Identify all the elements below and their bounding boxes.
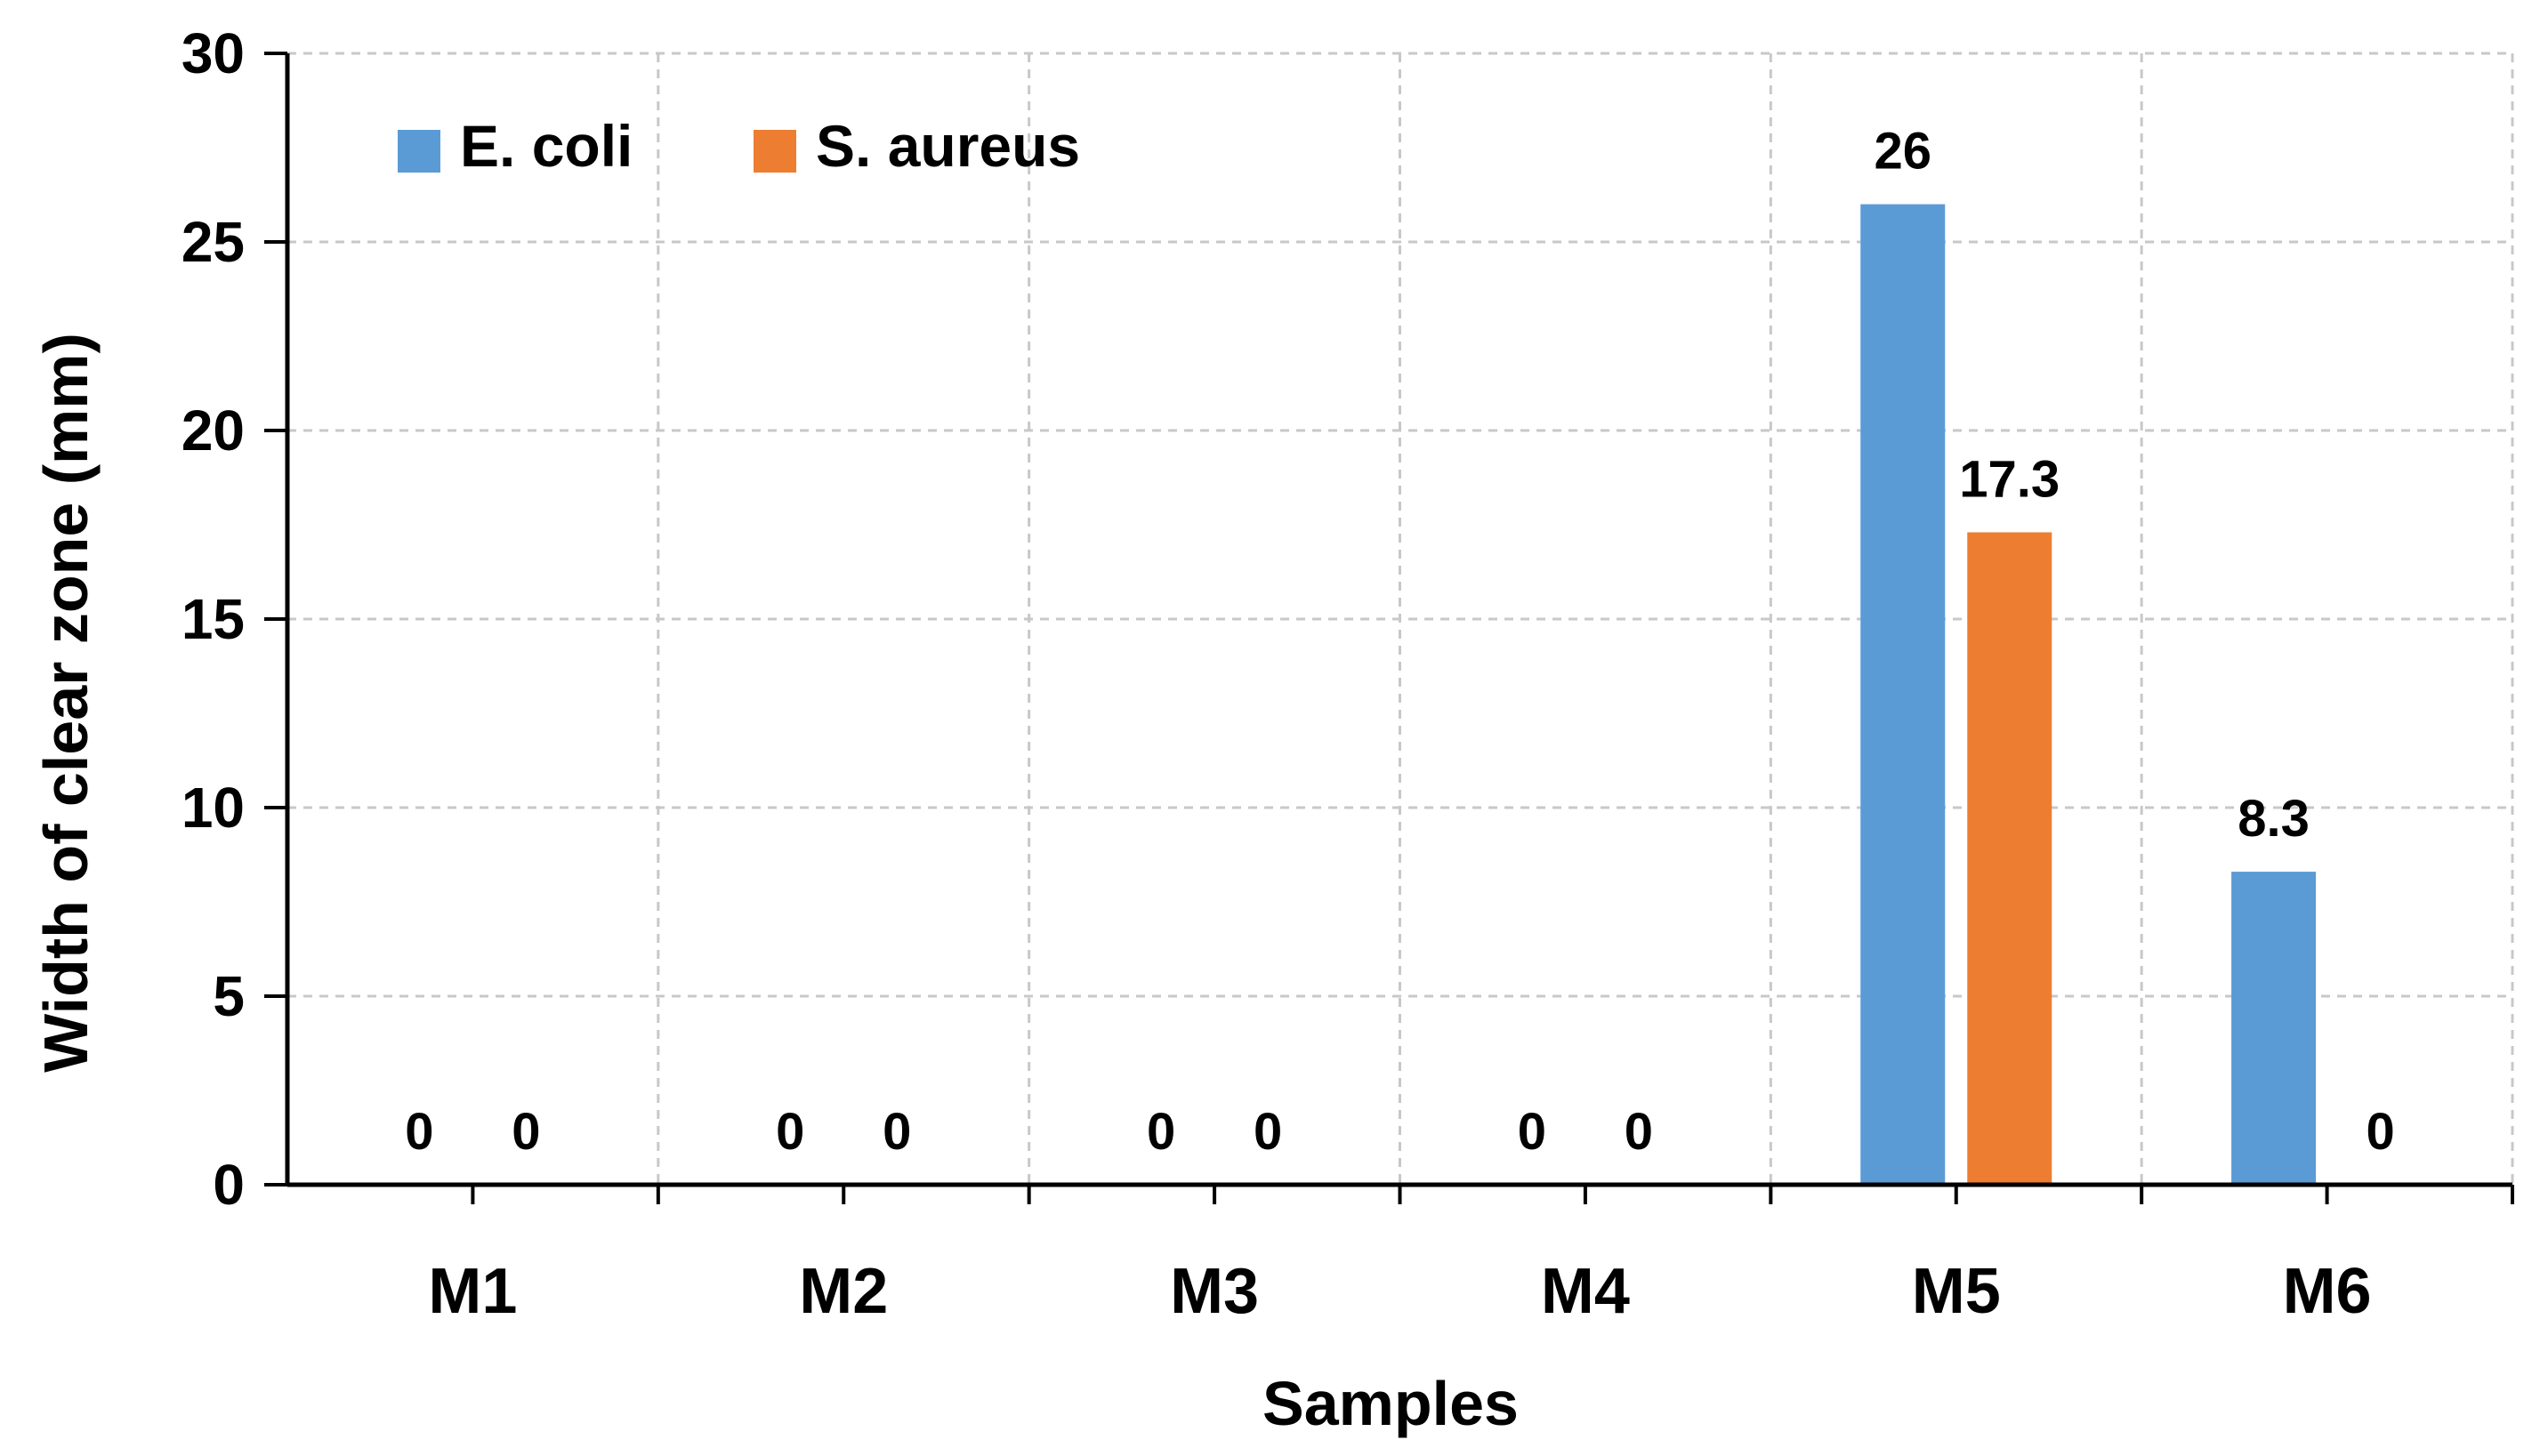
y-tick-label: 30 [181, 21, 245, 85]
x-tick-label: M3 [1170, 1256, 1259, 1327]
y-tick-label: 10 [181, 776, 245, 840]
x-axis-title: Samples [1262, 1369, 1519, 1438]
legend-swatch-e-coli [398, 130, 440, 173]
axes: 0 5 10 15 20 25 30 M1 M2 M3 M4 M5 M6 [181, 21, 2514, 1327]
data-label: 0 [405, 1103, 433, 1161]
legend-label-s-aureus: S. aureus [816, 113, 1080, 179]
legend: E. coli S. aureus [398, 113, 1080, 179]
bar-m5-e-coli [1860, 204, 1946, 1186]
y-tick-label: 0 [213, 1153, 245, 1217]
data-label: 8.3 [2238, 790, 2310, 848]
data-label: 26 [1874, 123, 1931, 181]
data-labels: 0 0 0 0 0 0 0 0 26 17.3 8.3 0 [405, 123, 2394, 1161]
data-label: 0 [1147, 1103, 1175, 1161]
bar-m6-e-coli [2231, 872, 2317, 1185]
y-tick-label: 25 [181, 210, 245, 274]
bar-m5-s-aureus [1967, 532, 2052, 1185]
data-label: 0 [1254, 1103, 1282, 1161]
data-label: 17.3 [1959, 450, 2060, 508]
y-axis-title: Width of clear zone (mm) [31, 333, 101, 1073]
legend-label-e-coli: E. coli [460, 113, 633, 179]
bars [1860, 204, 2317, 1186]
y-tick-label: 20 [181, 398, 245, 463]
grid-lines [287, 52, 2514, 1185]
data-label: 0 [512, 1103, 540, 1161]
x-tick-label: M5 [1912, 1256, 2001, 1327]
x-tick-label: M4 [1541, 1256, 1630, 1327]
x-tick-label: M6 [2283, 1256, 2372, 1327]
data-label: 0 [1518, 1103, 1546, 1161]
data-label: 0 [2366, 1103, 2394, 1161]
x-tick-label: M2 [799, 1256, 888, 1327]
data-label: 0 [776, 1103, 804, 1161]
y-tick-label: 15 [181, 587, 245, 651]
legend-swatch-s-aureus [754, 130, 796, 173]
y-tick-label: 5 [213, 964, 245, 1028]
data-label: 0 [1625, 1103, 1653, 1161]
data-label: 0 [883, 1103, 911, 1161]
x-tick-label: M1 [428, 1256, 517, 1327]
